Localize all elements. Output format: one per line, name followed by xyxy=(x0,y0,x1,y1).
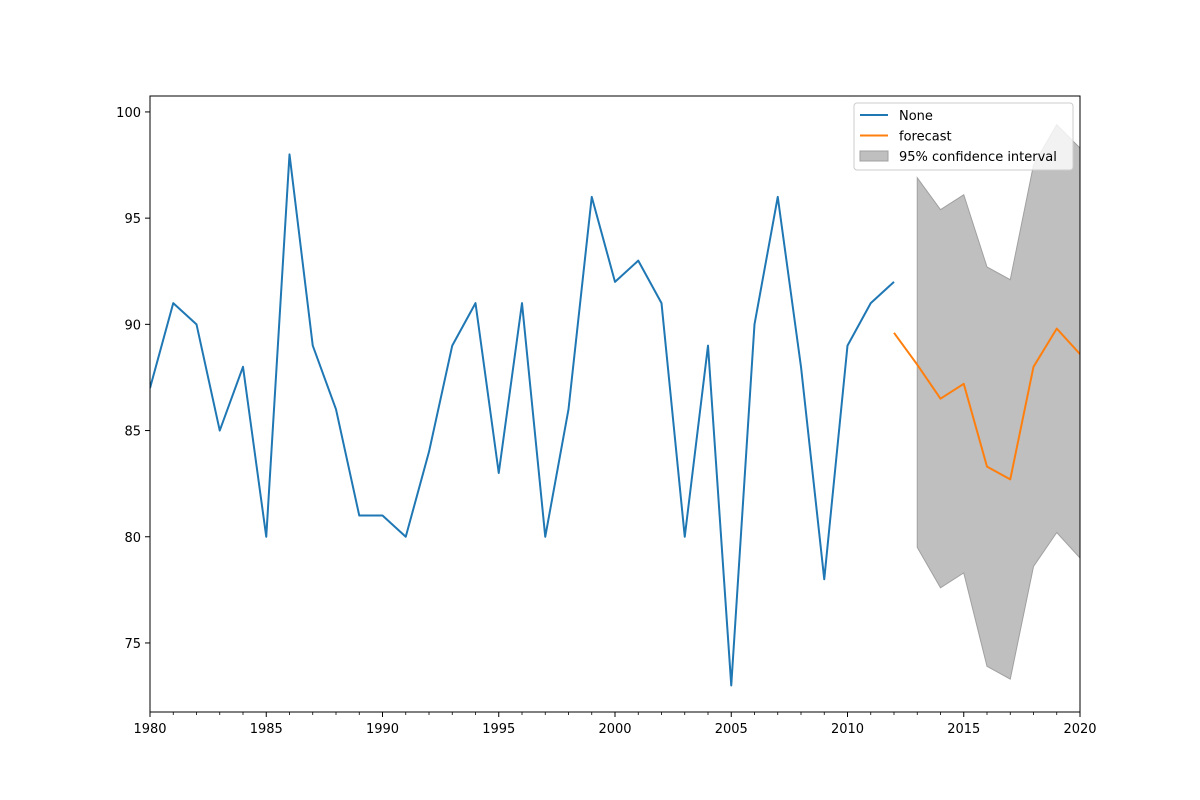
legend-label: forecast xyxy=(899,130,952,145)
legend-entry-forecast: forecast xyxy=(860,130,952,145)
x-tick-label: 2005 xyxy=(715,722,748,737)
axes: 1980 1985 1990 1995 2000 2005 2010 2015 2020 75 80… xyxy=(116,95,1097,737)
legend-entry-observed: None xyxy=(860,109,933,124)
y-tick-label: 90 xyxy=(124,318,141,333)
x-tick-label: 2015 xyxy=(947,722,980,737)
plot-area xyxy=(150,123,1080,687)
y-tick-label: 100 xyxy=(116,106,141,121)
y-tick-label: 95 xyxy=(124,212,141,227)
legend-box xyxy=(853,102,1074,171)
y-tick-label: 85 xyxy=(124,425,141,440)
x-tick-label: 1985 xyxy=(250,722,283,737)
legend-label: 95% confidence interval xyxy=(899,150,1057,165)
confidence-interval-band xyxy=(916,123,1080,680)
legend-swatch xyxy=(859,150,889,162)
x-tick-label: 2020 xyxy=(1063,722,1096,737)
x-tick-label: 2010 xyxy=(831,722,864,737)
x-tick-label: 2000 xyxy=(598,722,631,737)
x-tick-label: 1990 xyxy=(366,722,399,737)
x-tick-label: 1980 xyxy=(133,722,166,737)
legend: None forecast 95% confidence interval xyxy=(853,102,1074,171)
legend-label: None xyxy=(899,109,933,124)
x-tick-label: 1995 xyxy=(482,722,515,737)
y-tick-label: 80 xyxy=(124,531,141,546)
legend-entry-confidence-interval: 95% confidence interval xyxy=(859,150,1057,165)
y-tick-label: 75 xyxy=(124,637,141,652)
